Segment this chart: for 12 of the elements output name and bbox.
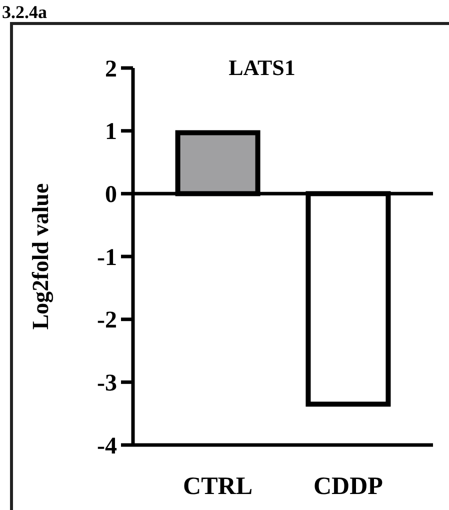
x-tick-label: CTRL: [183, 473, 253, 500]
y-tick-label: 2: [105, 56, 117, 82]
text: 3.2.4a: [2, 2, 47, 22]
y-tick-label: -1: [97, 244, 117, 271]
y-axis-title: Log2fold value: [28, 183, 54, 330]
x-tick-label: CDDP: [314, 473, 383, 500]
y-tick-label: -2: [97, 308, 117, 334]
y-tick-label: -3: [97, 370, 117, 397]
y-tick-label: 1: [105, 119, 117, 146]
y-tick-label: 0: [105, 182, 117, 208]
chart-title: LATS1: [228, 55, 296, 80]
y-tick-label: -4: [97, 433, 117, 460]
